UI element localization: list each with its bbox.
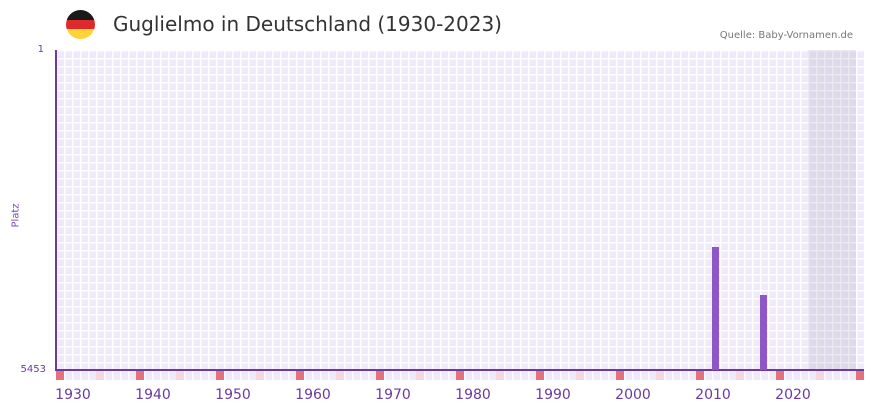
x-tick-label: 1980 [455,387,491,403]
y-axis-label: Platz [10,203,22,228]
y-axis [55,50,57,371]
y-tick-bottom: 5453 [20,364,46,375]
year-marker [336,371,344,380]
year-marker [496,371,504,380]
year-marker [296,371,304,380]
x-tick-label: 1930 [55,387,91,403]
x-tick-label: 1970 [375,387,411,403]
year-marker [776,371,784,380]
x-tick-label: 1990 [535,387,571,403]
x-tick-label: 2010 [695,387,731,403]
rank-bar[interactable] [760,294,767,370]
x-tick-label: 2000 [615,387,651,403]
year-marker [136,371,144,380]
year-marker [656,371,664,380]
year-marker [256,371,264,380]
source-label: Quelle: Baby-Vornamen.de [719,30,853,41]
x-tick-label: 1960 [295,387,331,403]
year-marker [576,371,584,380]
y-tick-top: 1 [37,44,44,55]
year-marker [536,371,544,380]
x-tick-label: 2020 [775,387,811,403]
x-tick-label: 1940 [135,387,171,403]
plot-area [56,50,864,370]
year-marker [176,371,184,380]
year-marker [816,371,824,380]
year-marker [416,371,424,380]
rank-bar[interactable] [712,246,719,370]
chart-title: Guglielmo in Deutschland (1930-2023) [113,12,502,36]
year-marker [696,371,704,380]
year-marker [616,371,624,380]
x-tick-label: 1950 [215,387,251,403]
year-marker [456,371,464,380]
year-marker [736,371,744,380]
year-marker [56,371,64,380]
germany-flag-icon [66,10,95,39]
forecast-shade [808,50,856,370]
year-marker [216,371,224,380]
year-marker [856,371,864,380]
year-marker [96,371,104,380]
year-marker [376,371,384,380]
x-axis [55,369,864,371]
